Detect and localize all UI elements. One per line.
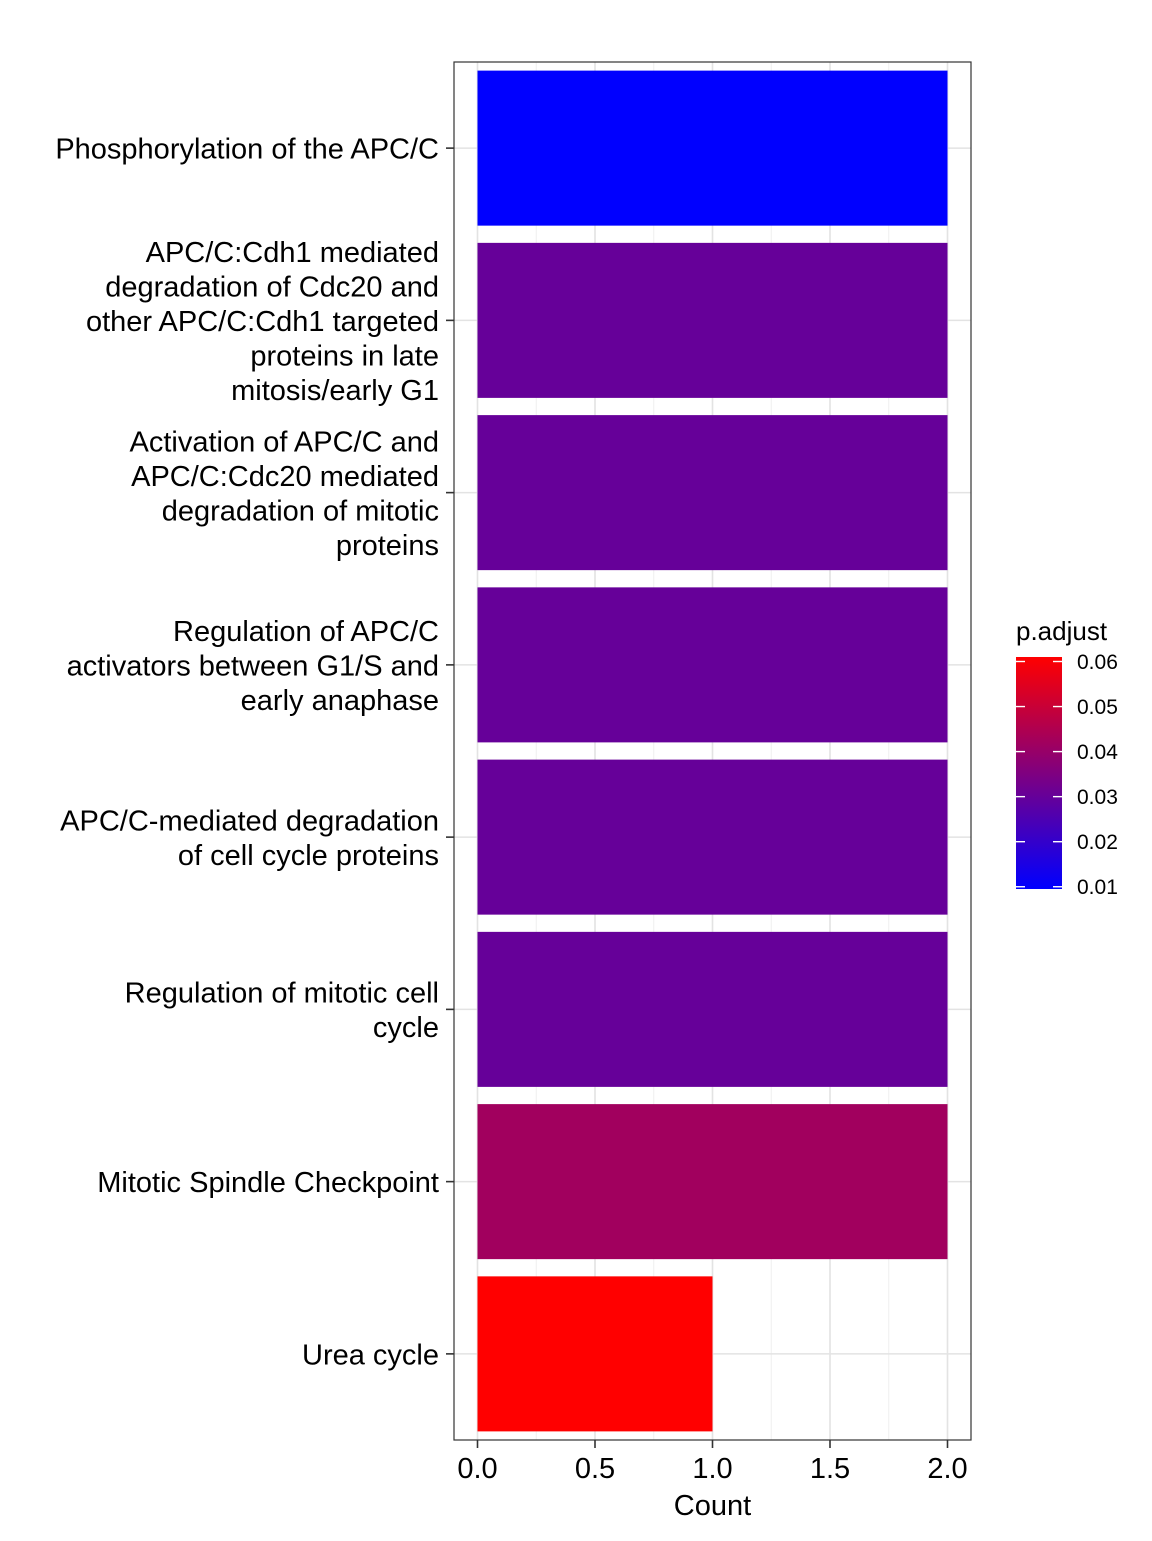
bar xyxy=(477,931,948,1087)
x-tick-label: 0.0 xyxy=(457,1453,497,1485)
bar xyxy=(477,70,948,226)
x-tick-label: 1.0 xyxy=(692,1453,732,1485)
x-tick-label: 2.0 xyxy=(927,1453,967,1485)
legend-tick-label: 0.04 xyxy=(1077,741,1118,764)
y-axis: Phosphorylation of the APC/C APC/C:Cdh1 m… xyxy=(55,134,454,1371)
color-legend: p.adjust 0.06 0.05 0.04 0.03 0.02 0.01 xyxy=(1016,616,1118,899)
x-axis-title: Count xyxy=(674,1490,751,1522)
legend-tick-label: 0.01 xyxy=(1077,876,1118,899)
y-tick-label: Regulation of APC/C activators between G1… xyxy=(67,616,439,717)
x-tick-label: 0.5 xyxy=(575,1453,615,1485)
bar xyxy=(477,587,948,743)
bar xyxy=(477,1104,948,1260)
x-tick-label: 1.5 xyxy=(810,1453,850,1485)
bar xyxy=(477,415,948,571)
y-tick-label: APC/C-mediated degradation of cell cycle … xyxy=(60,805,439,872)
y-tick-label: APC/C:Cdh1 mediated degradation of Cdc20 … xyxy=(86,237,439,407)
legend-tick-label: 0.06 xyxy=(1077,651,1118,674)
y-tick-label: Regulation of mitotic cell cycle xyxy=(125,978,439,1044)
y-tick-label: Phosphorylation of the APC/C xyxy=(55,134,439,166)
legend-tick-label: 0.05 xyxy=(1077,696,1118,719)
bar xyxy=(477,759,948,915)
legend-colorbar xyxy=(1016,657,1062,889)
bar xyxy=(477,242,948,398)
legend-tick-label: 0.02 xyxy=(1077,831,1118,854)
bar xyxy=(477,1276,713,1432)
y-tick-label: Mitotic Spindle Checkpoint xyxy=(97,1167,439,1199)
x-axis: 0.0 0.5 1.0 1.5 2.0 xyxy=(457,1440,968,1485)
bars xyxy=(477,70,948,1432)
y-tick-label: Urea cycle xyxy=(302,1339,439,1371)
legend-tick-label: 0.03 xyxy=(1077,786,1118,809)
legend-title: p.adjust xyxy=(1016,616,1108,646)
y-tick-label: Activation of APC/C and APC/C:Cdc20 media… xyxy=(130,426,440,562)
legend-ticks: 0.06 0.05 0.04 0.03 0.02 0.01 xyxy=(1016,651,1118,899)
